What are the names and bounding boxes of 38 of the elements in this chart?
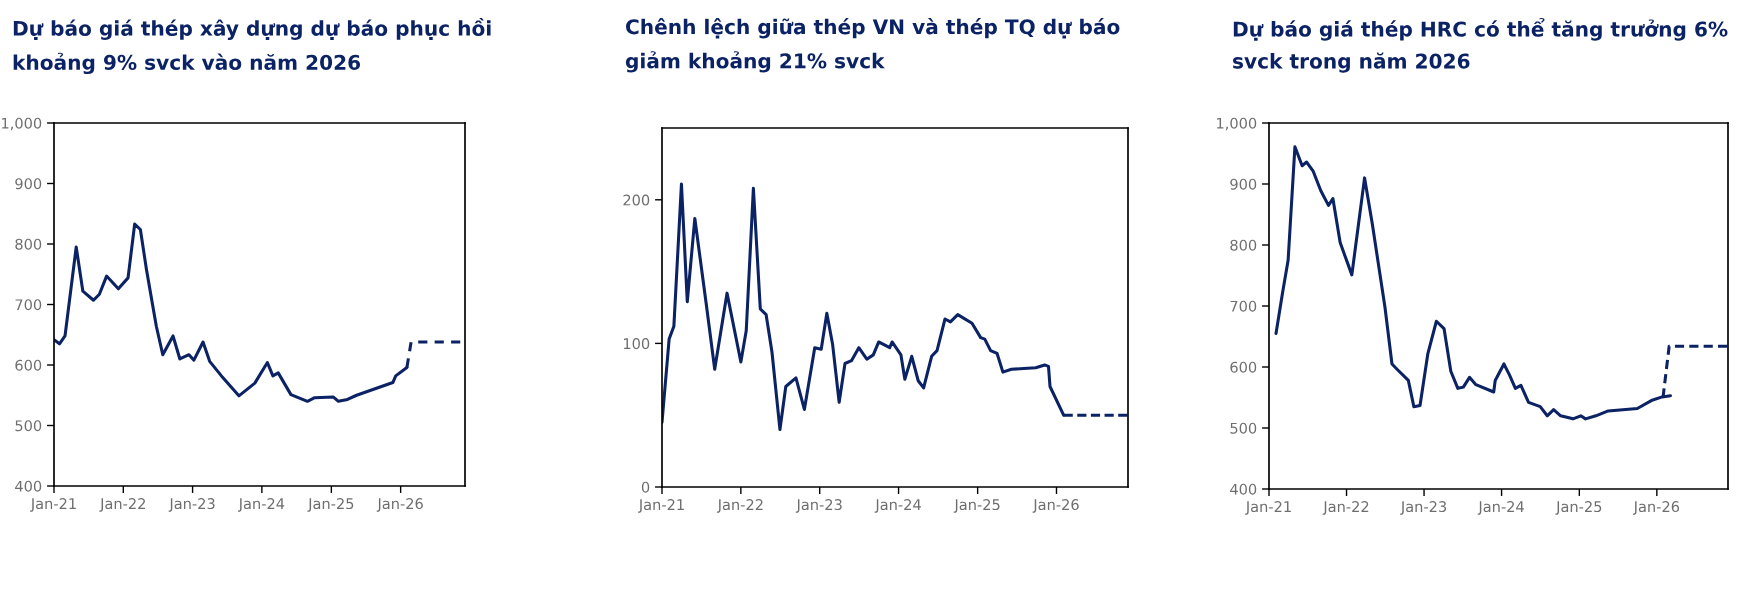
x-tick-label: Jan-22 [99,498,145,512]
y-tick-label: 800 [15,238,42,250]
chart-title: Dự báo giá thép xây dựng dự báo phục hồi khoảng 9% svck vào năm 2026 [13,18,491,75]
chart-title: Dự báo giá thép HRC có thể tăng trưởng 6% svck trong năm 2026 [1233,18,1728,73]
y-tick-label: 1,000 [1217,117,1257,131]
y-tick-label: 0 [641,481,650,493]
x-tick-label: Jan-22 [1322,501,1369,515]
y-tick-label: 700 [1230,300,1257,312]
y-tick-label: 900 [15,178,42,190]
chart-title: Chênh lệch giữa thép VN và thép TQ dự báo giảm khoảng 21% svck [625,18,1120,73]
x-tick-label: Jan-25 [1555,501,1602,515]
x-tick-label: Jan-24 [874,499,921,513]
y-tick-label: 400 [15,480,42,492]
y-tick-label: 100 [623,338,650,350]
x-tick-label: Jan-23 [795,499,842,513]
x-tick-label: Jan-21 [1245,501,1291,515]
x-tick-label: Jan-21 [638,499,684,513]
x-tick-label: Jan-21 [30,498,76,512]
y-tick-label: 600 [1230,361,1257,373]
x-tick-label: Jan-24 [237,498,285,512]
y-tick-label: 800 [1230,239,1257,251]
y-tick-label: 200 [623,194,650,206]
x-tick-label: Jan-26 [376,498,423,512]
x-tick-label: Jan-23 [1400,501,1447,515]
y-tick-label: 1,000 [2,117,42,131]
y-tick-label: 700 [15,299,42,311]
y-tick-label: 500 [1230,422,1257,434]
y-tick-label: 400 [1230,483,1257,495]
x-tick-label: Jan-26 [1032,499,1079,513]
y-tick-label: 900 [1230,178,1257,190]
x-tick-label: Jan-25 [953,499,1000,513]
x-tick-label: Jan-26 [1632,501,1680,515]
y-tick-label: 600 [15,359,42,371]
x-tick-label: Jan-25 [307,498,354,512]
y-tick-label: 500 [15,420,42,432]
x-tick-label: Jan-22 [716,499,763,513]
x-tick-label: Jan-23 [168,498,215,512]
x-tick-label: Jan-24 [1477,501,1524,515]
